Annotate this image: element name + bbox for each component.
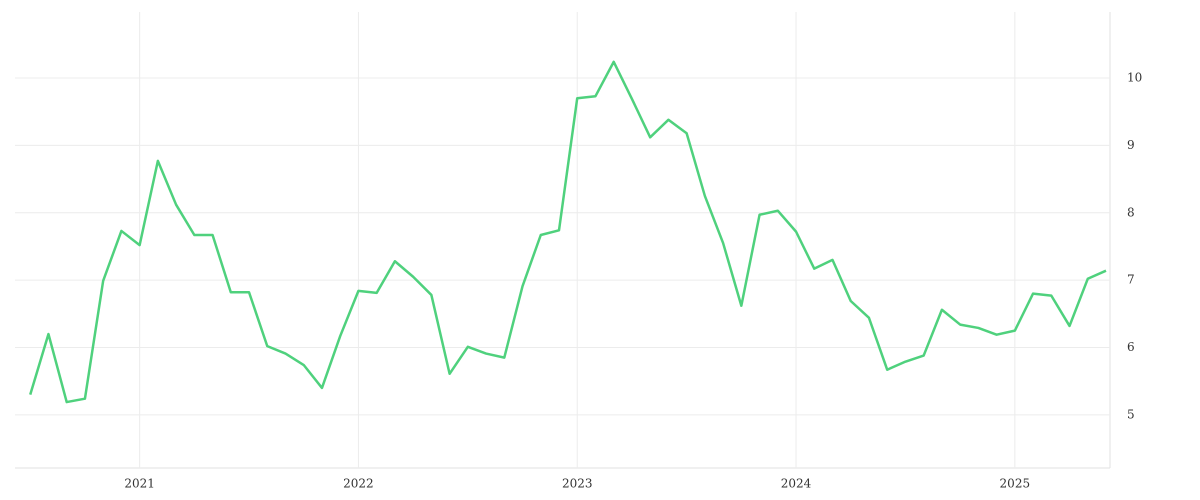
y-tick-label: 6: [1127, 340, 1135, 354]
y-tick-label: 10: [1127, 71, 1142, 85]
y-tick-label: 8: [1127, 205, 1135, 219]
x-tick-label: 2023: [562, 477, 593, 491]
line-series: [29, 60, 1107, 404]
x-tick-label: 2025: [1000, 477, 1031, 491]
y-tick-label: 5: [1127, 407, 1135, 421]
x-tick-label: 2021: [124, 477, 155, 491]
x-tick-label: 2024: [781, 477, 812, 491]
y-tick-label: 7: [1127, 273, 1135, 287]
y-tick-label: 9: [1127, 138, 1135, 152]
x-tick-label: 2022: [343, 477, 374, 491]
